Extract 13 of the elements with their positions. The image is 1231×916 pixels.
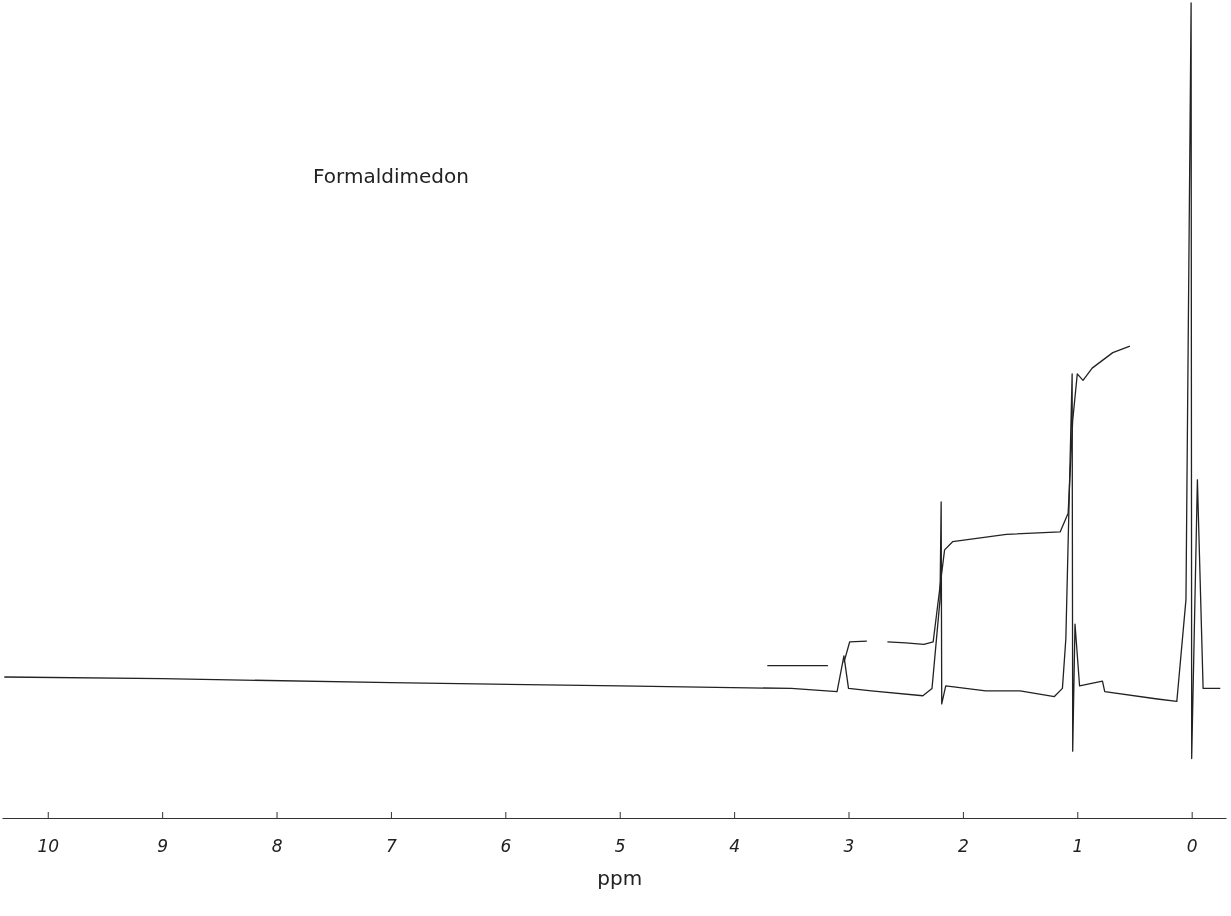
x-tick-label: 2 (957, 836, 969, 857)
x-tick-label: 0 (1186, 836, 1198, 857)
x-tick-label: 4 (729, 836, 741, 857)
x-tick-label: 7 (386, 836, 398, 857)
x-tick-label: 8 (271, 836, 283, 857)
x-tick-label: 1 (1072, 836, 1084, 857)
x-tick-label: 10 (37, 836, 60, 857)
x-tick-label: 5 (614, 836, 626, 857)
x-tick-label: 3 (843, 836, 855, 857)
x-tick-label: 9 (157, 836, 169, 857)
annotation: Formaldimedon (313, 164, 469, 188)
x-axis-title: ppm (597, 866, 643, 890)
x-tick-label: 6 (500, 836, 512, 857)
